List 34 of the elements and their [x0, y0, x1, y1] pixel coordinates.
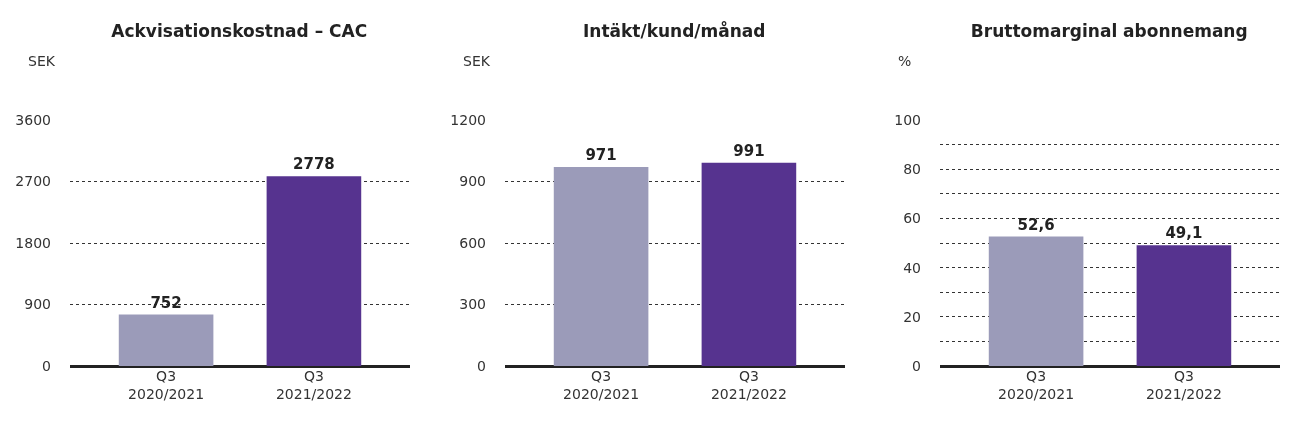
y-tick-label: 0 — [42, 357, 51, 374]
x-tick-label: Q3 2020/2021 — [563, 368, 640, 403]
chart-title: Bruttomarginal abonnemang — [970, 21, 1248, 42]
data-label: 971 — [585, 145, 617, 164]
chart-title: Intäkt/kund/månad — [583, 20, 766, 42]
y-tick-label: 100 — [894, 111, 921, 128]
y-tick-label: 0 — [912, 357, 921, 374]
x-tick-label: Q3 2021/2022 — [275, 368, 352, 403]
y-tick-label: 600 — [459, 234, 486, 251]
y-tick-label: 300 — [459, 296, 486, 313]
y-tick-label: 20 — [903, 308, 921, 325]
x-tick-label: Q3 2020/2021 — [128, 368, 205, 403]
y-axis-title: SEK — [463, 53, 491, 69]
y-tick-label: 80 — [903, 161, 921, 178]
y-axis-title: % — [898, 53, 912, 69]
data-label: 752 — [150, 293, 182, 312]
y-tick-label: 900 — [459, 173, 486, 190]
y-tick-label: 40 — [903, 259, 921, 276]
y-tick-label: 60 — [903, 210, 921, 227]
y-tick-label: 3600 — [15, 111, 51, 128]
y-tick-label: 1800 — [15, 234, 51, 251]
y-tick-label: 2700 — [15, 173, 51, 190]
y-axis-title: SEK — [28, 53, 56, 69]
y-tick-label: 1200 — [450, 111, 486, 128]
y-tick-label: 0 — [477, 357, 486, 374]
x-tick-label: Q3 2020/2021 — [998, 368, 1075, 403]
y-tick-label: 900 — [24, 296, 51, 313]
data-label: 52,6 — [1017, 215, 1055, 234]
x-tick-label: Q3 2021/2022 — [710, 368, 787, 403]
data-label: 991 — [733, 141, 765, 160]
data-label: 49,1 — [1165, 224, 1203, 243]
x-tick-label: Q3 2021/2022 — [1145, 368, 1222, 403]
chart-title: Ackvisationskostnad – CAC — [111, 21, 368, 42]
data-label: 2778 — [293, 155, 335, 174]
